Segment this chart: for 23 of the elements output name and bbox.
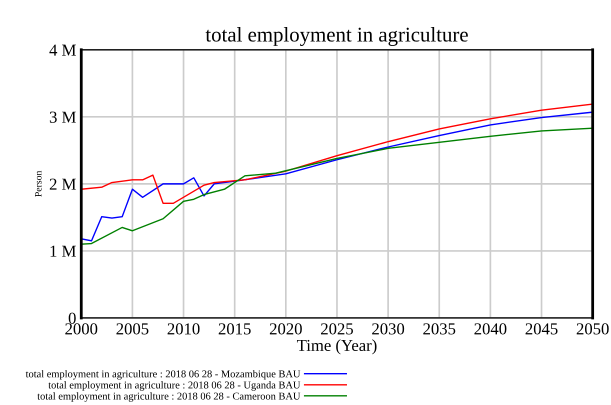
y-axis-title: Person (35, 170, 42, 197)
legend-label: total employment in agriculture : 2018 06 28 - Cameroon BAU (37, 392, 300, 402)
x-tick-label: 2010 (168, 323, 200, 335)
y-tick-label: 4 M (49, 44, 76, 56)
y-tick-label: 0 (68, 312, 76, 324)
x-tick-label: 2050 (576, 323, 609, 335)
x-tick-label: 2015 (218, 323, 251, 335)
y-tick-label: 3 M (50, 112, 76, 123)
legend-label: total employment in agriculture : 2018 06 28 - Uganda BAU (48, 381, 300, 391)
line-series (81, 103, 593, 204)
x-tick-label: 2030 (372, 323, 404, 335)
x-tick-label: 2045 (526, 323, 558, 335)
y-tick-label: 1 M (50, 246, 76, 257)
x-tick-label: 2005 (116, 323, 148, 335)
x-tick-label: 2035 (423, 323, 456, 335)
chart-title: total employment in agriculture (206, 27, 468, 46)
x-tick-label: 2020 (270, 323, 302, 335)
y-tick-label: 2 M (50, 178, 76, 190)
x-tick-label: 2025 (321, 323, 353, 335)
x-axis-title: Time (Year) (296, 339, 377, 354)
x-tick-label: 2040 (474, 323, 506, 335)
x-tick-label: 2000 (65, 323, 98, 335)
legend-label: total employment in agriculture : 2018 06 28 - Mozambique BAU (26, 370, 300, 380)
